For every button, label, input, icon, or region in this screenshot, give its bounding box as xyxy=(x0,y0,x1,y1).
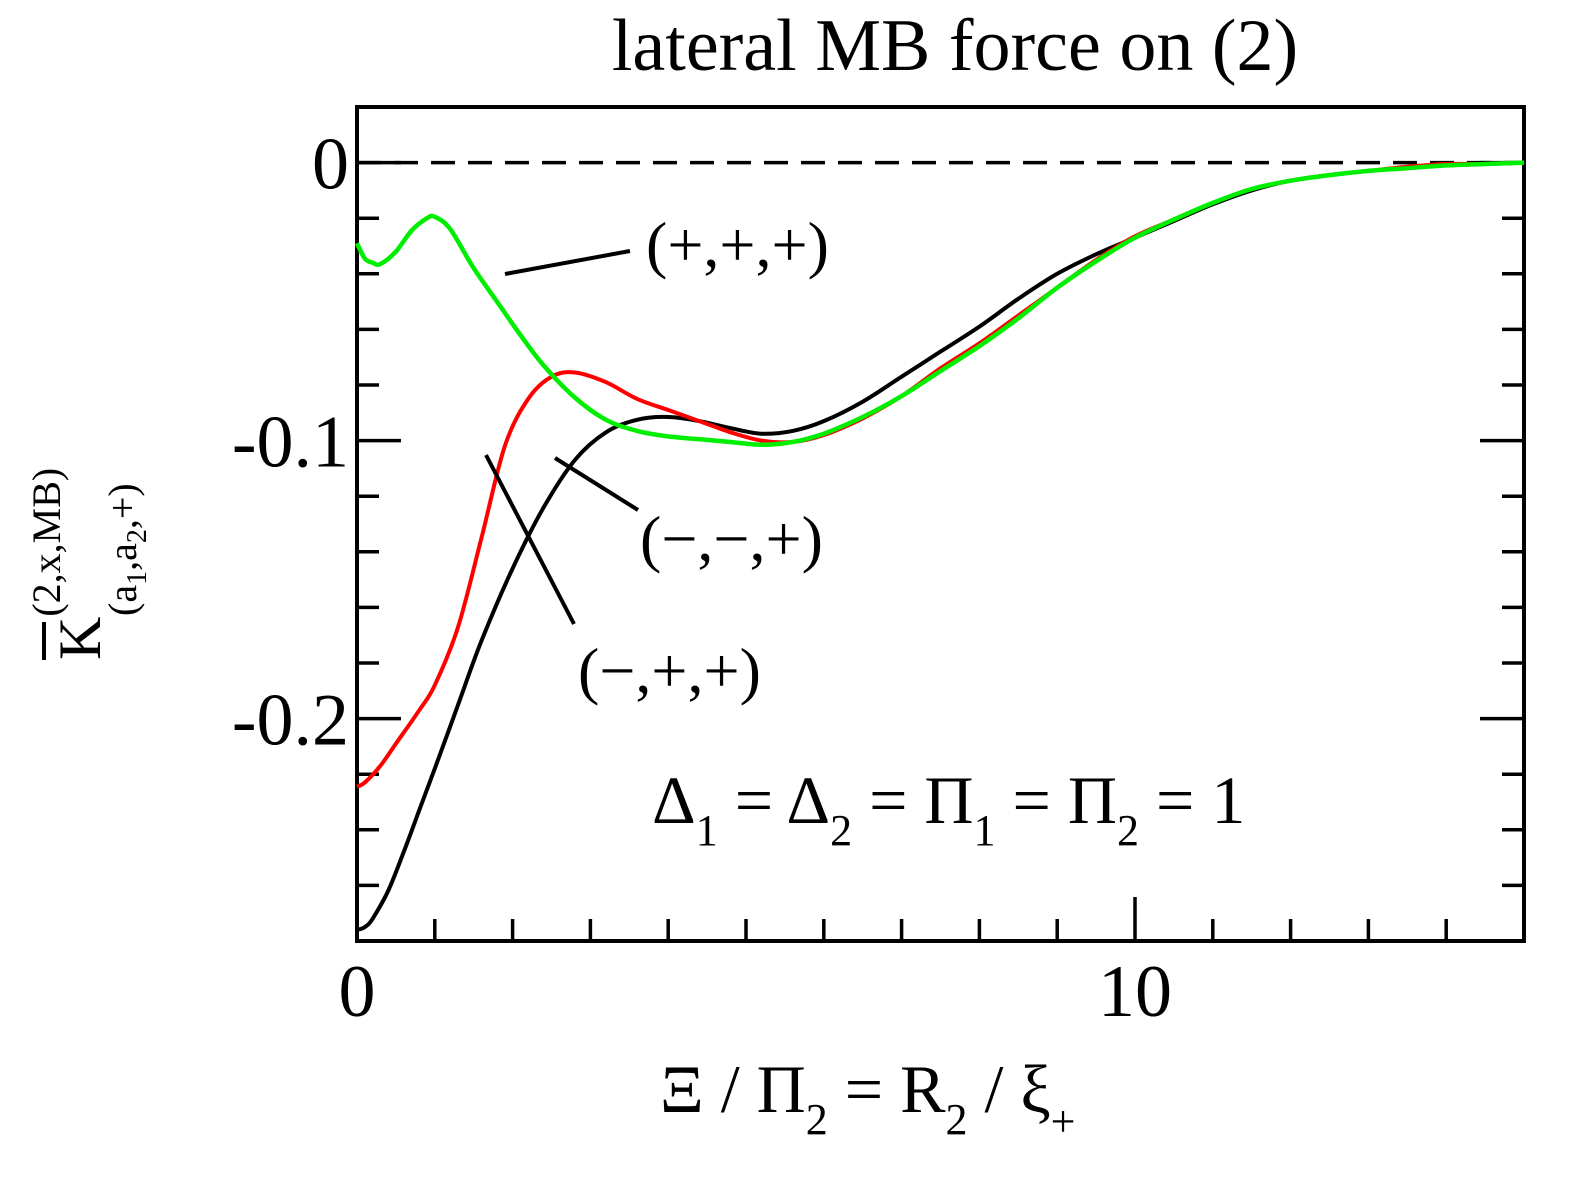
leader-line-plus-plus-plus xyxy=(504,249,631,276)
y-axis-label: K(2,x,MB) (a1,a2,+) xyxy=(24,468,153,660)
series-line-plus-plus-plus xyxy=(354,160,1525,448)
annotation-plus-plus-plus: (+,+,+) xyxy=(646,209,829,280)
series-line-minus-plus-plus xyxy=(356,160,1525,789)
x-tick-label-10: 10 xyxy=(1098,951,1172,1033)
plot-frame xyxy=(355,105,1526,943)
svg-text:K(2,x,MB): K(2,x,MB) xyxy=(24,468,113,660)
svg-text:(a1,a2,+): (a1,a2,+) xyxy=(100,483,153,616)
x-axis-label: Ξ / Π2 = R2 / ξ+ xyxy=(660,1051,1076,1146)
y-tick-label-0: 0 xyxy=(312,124,349,206)
y-tick-label-minus-0.1: -0.1 xyxy=(232,402,349,484)
x-tick-label-0: 0 xyxy=(339,951,376,1033)
parameter-text: Δ1 = Δ2 = Π1 = Π2 = 1 xyxy=(652,762,1245,855)
annotation-minus-plus-plus: (−,+,+) xyxy=(578,635,761,706)
y-tick-label-minus-0.2: -0.2 xyxy=(232,680,349,762)
chart-title: lateral MB force on (2) xyxy=(612,5,1298,87)
axis-ticks xyxy=(355,160,1526,943)
leader-line-minus-minus-plus xyxy=(553,456,640,512)
annotation-minus-minus-plus: (−,−,+) xyxy=(640,503,823,574)
leader-line-minus-plus-plus xyxy=(484,454,576,625)
